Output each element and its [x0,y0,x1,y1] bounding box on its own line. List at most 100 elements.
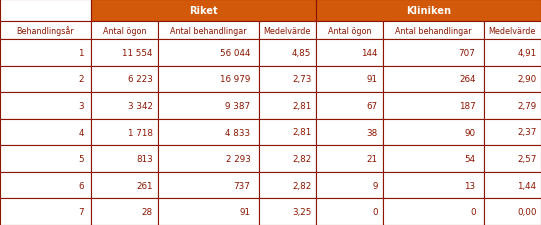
Bar [316,93,383,119]
Text: 90: 90 [464,128,476,137]
Text: 2,37: 2,37 [517,128,537,137]
Text: 2 293: 2 293 [226,154,250,163]
Text: 2: 2 [78,75,84,84]
Bar [0,0,91,22]
Bar [158,66,259,93]
Bar [91,93,158,119]
Bar [91,22,158,40]
Bar [316,119,383,146]
Text: 6 223: 6 223 [128,75,153,84]
Text: 5: 5 [78,154,84,163]
Bar [484,40,541,66]
Text: Behandlingsår: Behandlingsår [17,26,74,36]
Bar [383,22,484,40]
Text: 2,73: 2,73 [292,75,312,84]
Bar [0,172,91,198]
Bar [383,198,484,225]
Bar [484,198,541,225]
Bar [91,172,158,198]
Text: 707: 707 [459,49,476,58]
Bar [158,22,259,40]
Bar [383,93,484,119]
Text: 4 833: 4 833 [226,128,250,137]
Bar [91,198,158,225]
Text: 2,82: 2,82 [292,181,312,190]
Text: Medelvärde: Medelvärde [263,26,311,35]
Bar [316,40,383,66]
Text: 2,81: 2,81 [292,101,312,110]
Text: 9: 9 [372,181,378,190]
Bar [484,119,541,146]
Text: 28: 28 [142,207,153,216]
Text: Antal ögon: Antal ögon [328,26,371,35]
Bar [484,172,541,198]
Text: 3: 3 [78,101,84,110]
Bar [316,0,541,22]
Bar [259,172,316,198]
Bar [91,66,158,93]
Bar [316,22,383,40]
Bar [259,66,316,93]
Bar [91,0,316,22]
Text: 4,91: 4,91 [517,49,537,58]
Text: Antal ögon: Antal ögon [103,26,146,35]
Text: 3,25: 3,25 [292,207,312,216]
Bar [259,119,316,146]
Bar [0,40,91,66]
Bar [316,146,383,172]
Text: 2,79: 2,79 [517,101,537,110]
Text: 6: 6 [78,181,84,190]
Text: 1,44: 1,44 [517,181,537,190]
Text: 11 554: 11 554 [122,49,153,58]
Text: 38: 38 [366,128,378,137]
Bar [0,119,91,146]
Bar [0,22,91,40]
Text: 2,82: 2,82 [292,154,312,163]
Text: 16 979: 16 979 [220,75,250,84]
Text: 187: 187 [459,101,476,110]
Bar [316,66,383,93]
Text: 1: 1 [78,49,84,58]
Text: 144: 144 [361,49,378,58]
Text: 4: 4 [78,128,84,137]
Text: 13: 13 [464,181,476,190]
Bar [484,66,541,93]
Bar [91,146,158,172]
Bar [383,119,484,146]
Bar [0,66,91,93]
Text: 7: 7 [78,207,84,216]
Text: 0: 0 [470,207,476,216]
Bar [383,172,484,198]
Bar [316,172,383,198]
Text: 264: 264 [459,75,476,84]
Text: 2,81: 2,81 [292,128,312,137]
Bar [316,198,383,225]
Text: 2,90: 2,90 [517,75,537,84]
Bar [0,146,91,172]
Bar [158,40,259,66]
Bar [0,93,91,119]
Bar [158,93,259,119]
Text: 56 044: 56 044 [220,49,250,58]
Bar [383,40,484,66]
Text: 91: 91 [240,207,250,216]
Bar [91,40,158,66]
Bar [0,198,91,225]
Text: 91: 91 [367,75,378,84]
Text: 0: 0 [372,207,378,216]
Text: 0,00: 0,00 [517,207,537,216]
Bar [158,119,259,146]
Bar [484,22,541,40]
Text: Riket: Riket [189,6,218,16]
Text: 3 342: 3 342 [128,101,153,110]
Text: 2,57: 2,57 [517,154,537,163]
Bar [259,198,316,225]
Text: 4,85: 4,85 [292,49,312,58]
Bar [158,172,259,198]
Text: 54: 54 [464,154,476,163]
Text: 21: 21 [367,154,378,163]
Bar [484,146,541,172]
Bar [259,93,316,119]
Bar [259,146,316,172]
Bar [484,93,541,119]
